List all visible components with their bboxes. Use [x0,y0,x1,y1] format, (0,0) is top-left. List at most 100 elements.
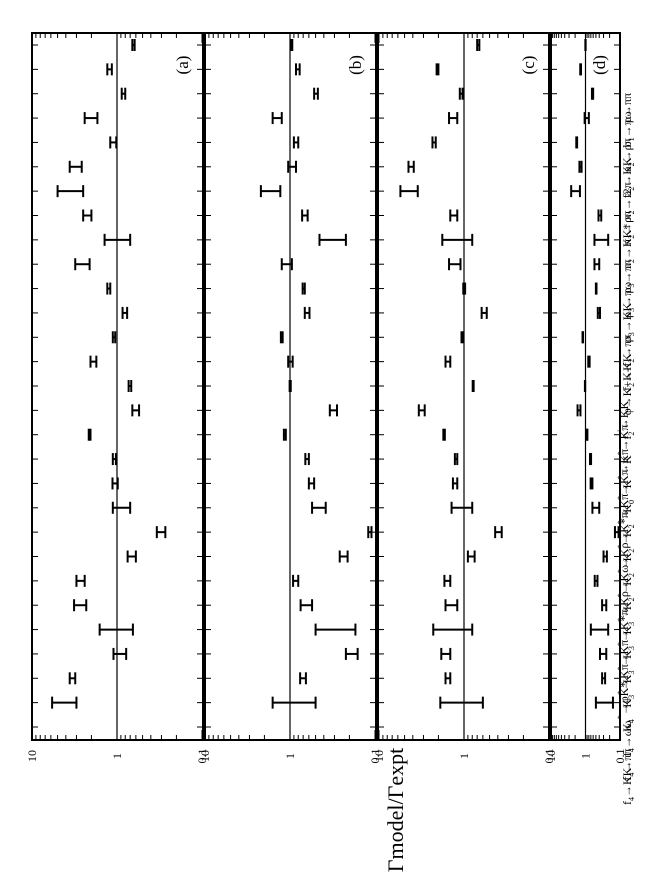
category-subscript: 2 [627,259,636,263]
error-bar [444,599,459,612]
category-subscript: 3 [627,695,636,699]
error-bar [367,526,373,539]
error-bar [301,209,309,222]
category-subscript: 2 [627,573,636,577]
error-bar [294,63,301,76]
error-bar [585,428,589,441]
category-subscript: 2 [627,359,636,363]
error-bar [68,672,77,685]
error-bar [314,623,357,636]
panel-b: (b) 0.1 1 10 [198,32,382,764]
error-bar [589,623,610,636]
error-bar [443,574,452,587]
error-bar [111,453,117,466]
category-particle: f [620,387,634,391]
category-label: ρ3→πω [620,282,636,318]
error-bar [73,599,88,612]
category-subscript: 2 [627,235,636,239]
category-subscript: 3 [627,332,636,336]
category-particle: K [620,528,634,537]
category-subscript: 4 [627,748,636,752]
ratio-tick-label: 0.1 [542,749,556,764]
category-decay: →ρπ [620,138,634,162]
error-bar [598,647,608,660]
error-bar [448,258,462,271]
category-particle: φ [620,408,634,415]
error-bar [432,623,474,636]
category-particle: K [620,699,634,708]
error-bar [417,404,426,417]
category-subscript: 4 [627,797,636,801]
category-label: ρ3→KK [620,303,636,343]
category-particle: b [620,141,634,147]
category-subscript: 3 [627,308,636,312]
error-bar [82,209,93,222]
category-decay: →πω [620,111,634,137]
error-bar [448,112,459,125]
error-bar [282,428,287,441]
category-decay: →K+K- [620,368,634,408]
error-bar [594,282,598,295]
error-bar [307,477,316,490]
category-label: b1→πω [620,111,636,147]
error-bar [570,185,581,198]
error-bar [328,404,338,417]
error-bar [271,696,317,709]
error-bar [344,647,359,660]
error-bar [494,526,503,539]
error-bar [589,477,594,490]
category-particle: K [620,577,634,586]
ratio-tick-label: 0.1 [368,749,382,764]
category-subscript: 2 [627,162,636,166]
error-bar [444,355,452,368]
panel-label: (d) [590,55,609,75]
error-bar [594,696,614,709]
panel-label: (a) [173,56,192,75]
error-bar [596,306,601,319]
category-subscript: 1 [627,137,636,141]
error-bar [292,574,300,587]
category-particle: K [620,626,634,635]
category-label: f4→ππ [620,749,636,781]
error-bar [399,185,419,198]
category-decay: →KK [620,353,634,383]
category-subscript: 0 [627,500,636,504]
error-bar [311,501,327,514]
category-particle: K [620,552,634,561]
category-particle: f [620,777,634,781]
error-bar [583,112,590,125]
category-subscript: 3 [627,671,636,675]
error-bar [287,160,297,173]
category-subscript: 2 [627,524,636,528]
error-bar [112,647,128,660]
category-particle: ρ [620,312,634,318]
error-bar [578,160,583,173]
category-particle: K [620,479,634,488]
category-subscript: 3 [627,622,636,626]
category-decay: →KK [620,303,634,333]
error-bar [431,136,437,149]
panel-c: (c) 0.1 1 10 [372,32,556,764]
error-bar [407,160,415,173]
error-bar [109,136,118,149]
error-bar [441,233,474,246]
category-label: π2→KK* [620,224,636,269]
error-bar [111,331,117,344]
error-bar [259,185,282,198]
error-bar [120,87,127,100]
error-bar [288,380,292,392]
error-bar [593,574,599,587]
category-label: π2→ρπ [620,211,636,245]
error-bar [435,63,440,76]
error-bar [597,209,603,222]
error-bar [111,477,119,490]
error-bar [126,550,137,563]
error-bar [590,87,595,100]
error-bar [89,355,98,368]
category-label: φ→K+K- [620,368,634,415]
error-bar [131,404,141,417]
category-label: f 2→KK [620,353,636,391]
panel-a: (a) 0.1 1 10 [25,32,209,764]
category-subscript: 2 [627,597,636,601]
